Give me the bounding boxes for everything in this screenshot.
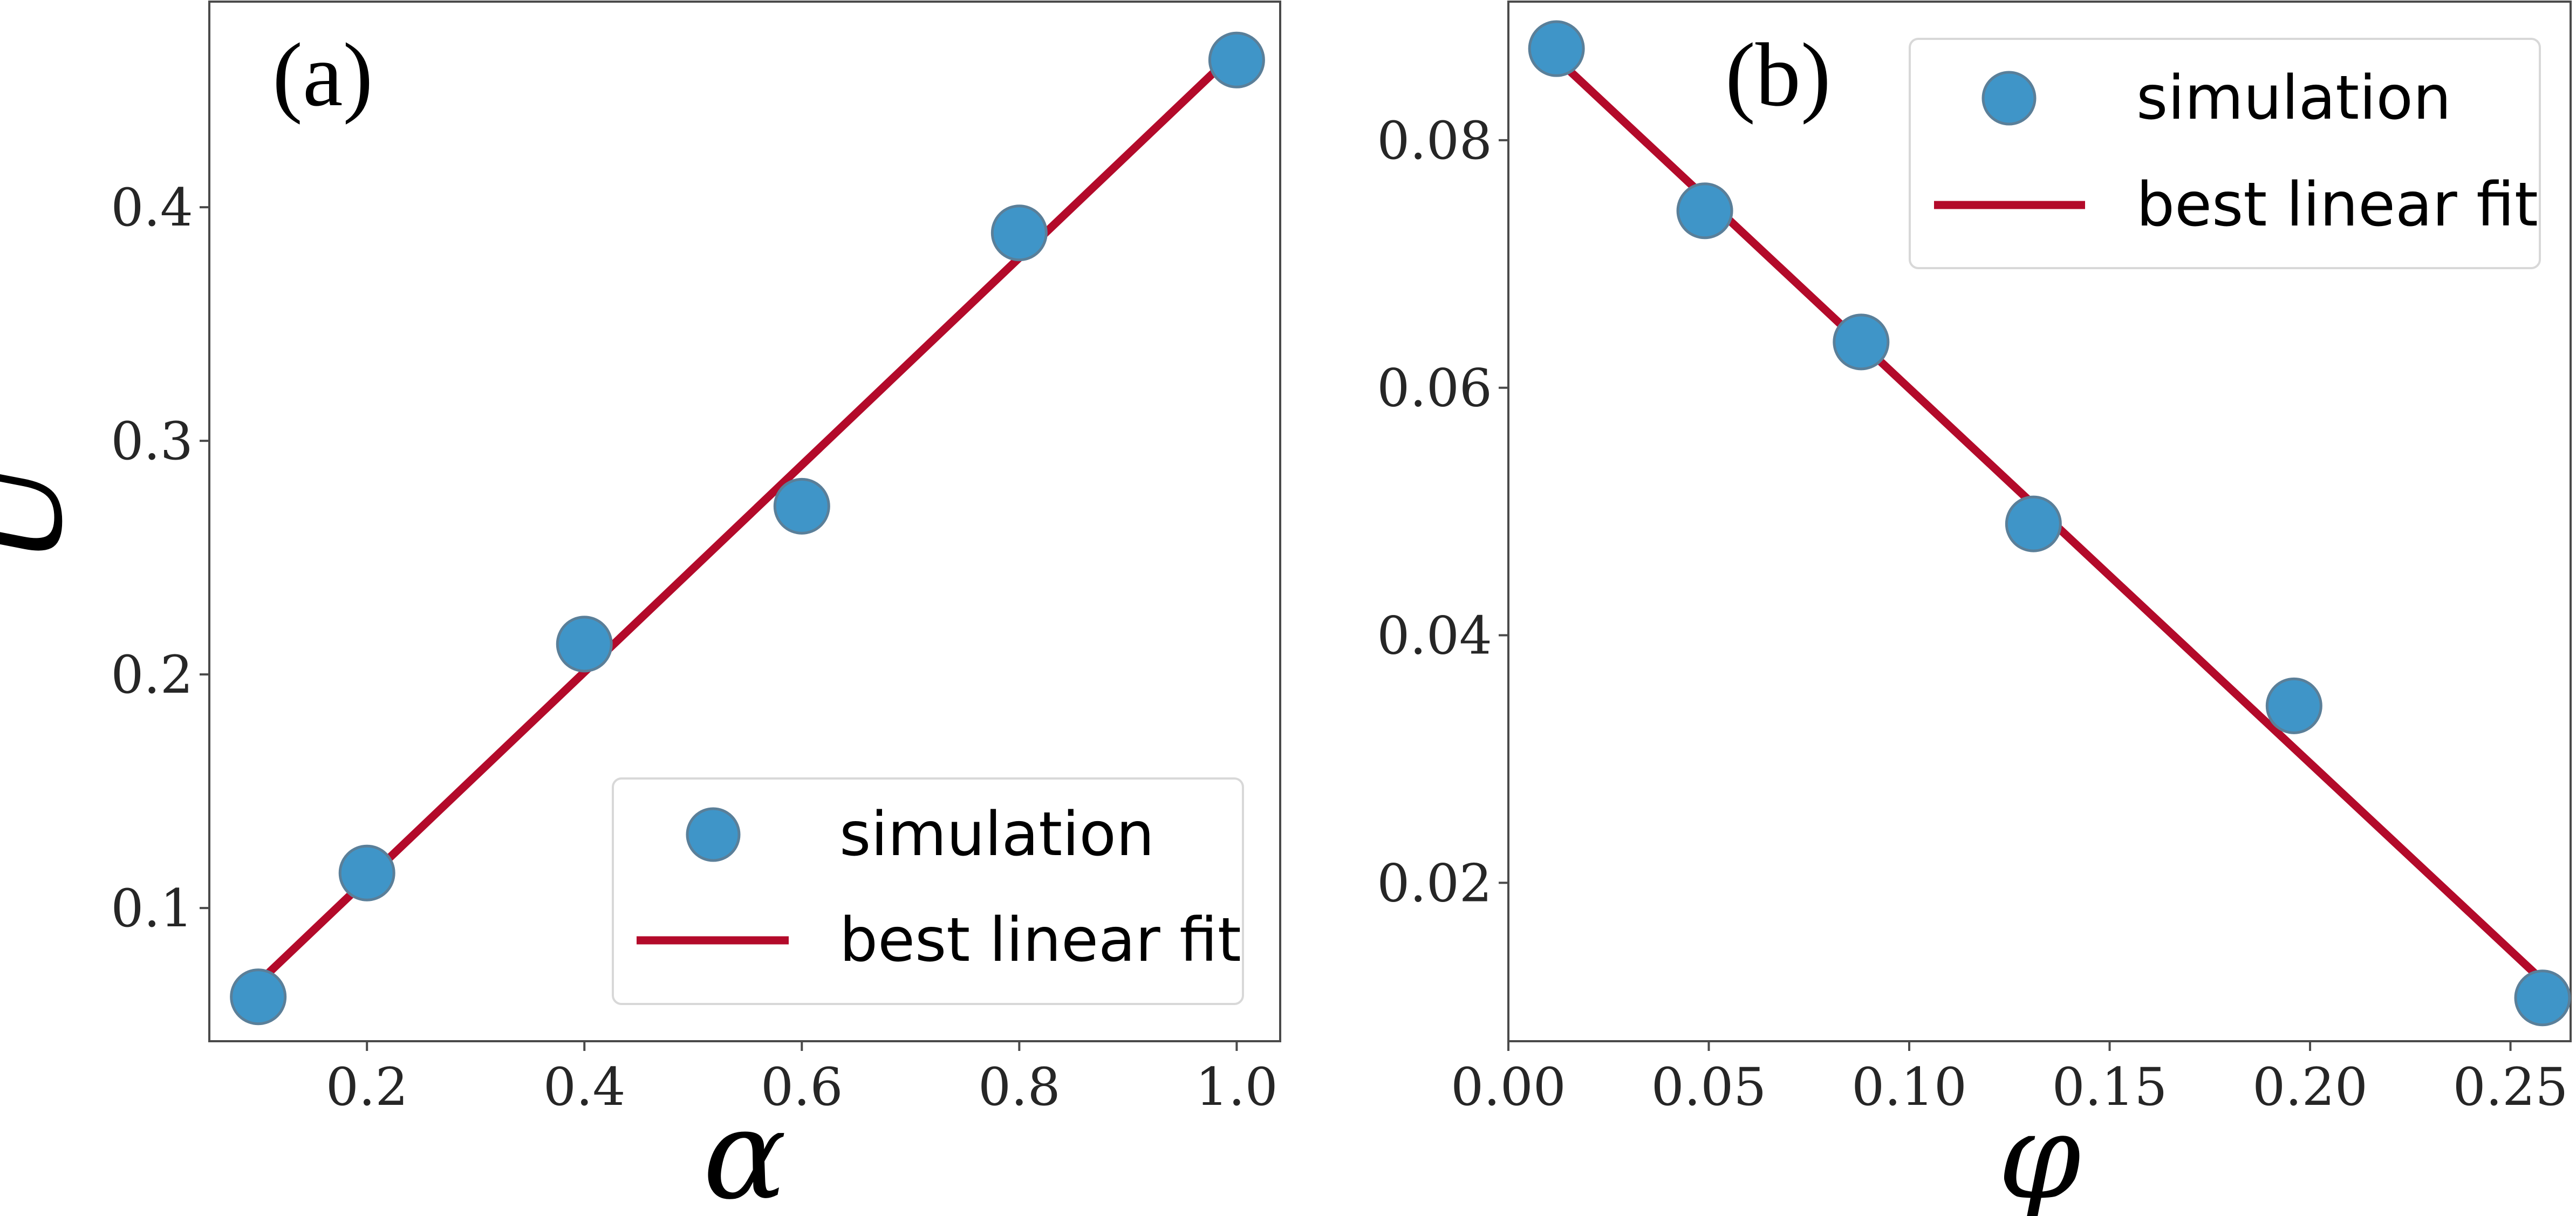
panel-label: (b) [1725,25,1831,125]
simulation-point [1676,182,1733,240]
simulation-point [2005,495,2062,552]
simulation-point [1528,20,1585,77]
simulation-point [990,204,1048,262]
legend-label-fit: best linear fit [2136,170,2538,240]
simulation-point [773,477,830,535]
axes-frame [1507,1,2572,1042]
x-tick-label: 0.6 [761,1057,843,1117]
y-tick-label: 0.3 [111,411,193,472]
legend-label-simulation: simulation [839,800,1154,870]
y-tick-label: 0.06 [1377,358,1492,419]
x-tick-label: 0.10 [1851,1057,1967,1117]
x-axis-label: α [703,1083,787,1216]
x-tick-label: 0.4 [543,1057,626,1117]
y-tick-label: 0.04 [1377,606,1492,666]
panel-label: (a) [272,25,373,125]
legend-box [612,777,1244,1005]
legend: simulation best linear fit [612,777,1244,1005]
y-axis-label: U [0,456,90,565]
x-tick-label: 0.25 [2453,1057,2568,1117]
legend: simulation best linear fit [1909,38,2541,269]
best-linear-fit-line [255,47,1240,986]
simulation-point [230,968,287,1026]
legend-marker-simulation [686,807,741,862]
x-tick-label: 1.0 [1195,1057,1278,1117]
simulation-point [556,616,613,673]
y-tick-label: 0.08 [1377,111,1492,171]
legend-box [1909,38,2541,269]
x-tick-label: 0.8 [978,1057,1061,1117]
simulation-point [338,844,395,901]
simulation-point [1208,31,1265,88]
x-tick-label: 0.2 [326,1057,408,1117]
y-tick-label: 0.4 [111,177,193,238]
y-tick-label: 0.1 [111,878,193,939]
panel-a: 0.2 0.4 0.6 0.8 1.0 0.1 0.2 0.3 0.4 (a) α Usimulati… [0,1,1281,1216]
axes-frame [208,1,1281,1042]
panel-b: 0.00 0.05 0.10 0.15 0.20 0.25 0.02 0.04 0.06 0.08… [1377,1,2572,1216]
x-tick-label: 0.15 [2052,1057,2168,1117]
y-tick-label: 0.2 [111,645,193,705]
x-tick-label: 0.00 [1451,1057,1566,1117]
legend-label-fit: best linear fit [839,905,1241,975]
simulation-point [2265,677,2322,734]
x-tick-label: 0.05 [1651,1057,1767,1117]
simulation-point [1833,313,1890,371]
legend-label-simulation: simulation [2136,63,2451,133]
y-tick-label: 0.02 [1377,853,1492,913]
x-axis-label: φ [1998,1088,2081,1216]
legend-marker-simulation [1981,71,2037,126]
simulation-point [2514,969,2571,1027]
x-tick-label: 0.20 [2252,1057,2368,1117]
